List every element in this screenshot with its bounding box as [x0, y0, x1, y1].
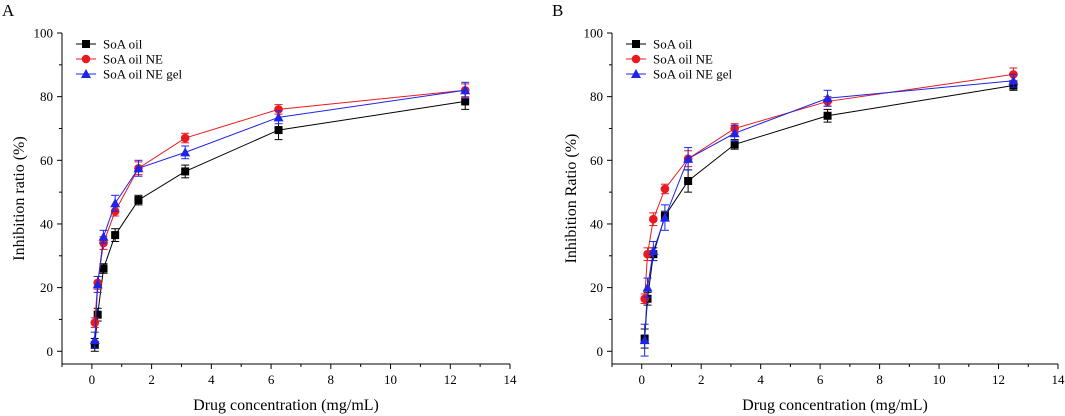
data-point: [642, 282, 653, 292]
series-line: [644, 80, 1014, 341]
legend-marker: [631, 54, 641, 64]
x-tick-label: 10: [384, 372, 397, 387]
data-point: [180, 147, 191, 157]
data-point: [648, 246, 659, 256]
y-tick-label: 100: [584, 26, 604, 41]
series-triangle: [639, 73, 1019, 357]
x-tick-label: 0: [638, 372, 645, 387]
legend-marker: [82, 40, 90, 48]
legend-label: SoA oil: [653, 37, 693, 52]
legend-label: SoA oil NE gel: [653, 67, 732, 82]
data-point: [660, 184, 670, 194]
series-circle: [640, 67, 1018, 305]
x-tick-label: 6: [817, 372, 824, 387]
data-point: [133, 163, 144, 173]
data-point: [111, 231, 120, 240]
y-tick-label: 20: [590, 280, 603, 295]
data-point: [1008, 75, 1019, 85]
series-square: [90, 92, 470, 352]
x-tick-label: 8: [328, 372, 335, 387]
x-tick-label: 4: [208, 372, 215, 387]
legend-marker: [81, 54, 91, 64]
data-point: [461, 97, 470, 106]
data-point: [274, 126, 283, 135]
y-axis-title: Inhibition Ratio (%): [563, 134, 580, 264]
data-point: [639, 335, 650, 345]
legend-marker: [632, 40, 640, 48]
y-tick-label: 100: [34, 26, 54, 41]
x-tick-label: 8: [876, 372, 883, 387]
series-line: [94, 100, 466, 345]
x-tick-label: 0: [89, 372, 96, 387]
y-tick-label: 40: [590, 216, 603, 231]
x-axis-title: Drug concentration (mg/mL): [742, 397, 928, 414]
data-point: [274, 105, 283, 114]
chart-panel-a: A 0 2 4 6 8 10 12 14 0 20 40 60 80 100 Drug concentrati…: [2, 1, 517, 414]
y-tick-label: 40: [40, 216, 53, 231]
data-point: [98, 231, 109, 241]
data-point: [181, 167, 190, 176]
legend-label: SoA oil NE gel: [103, 67, 182, 82]
data-point: [92, 279, 103, 289]
data-point: [273, 112, 284, 122]
data-point: [729, 128, 740, 138]
data-point: [684, 176, 693, 185]
x-tick-label: 12: [992, 372, 1005, 387]
x-tick-label: 2: [148, 372, 155, 387]
data-point: [823, 111, 832, 120]
x-tick-label: 12: [444, 372, 457, 387]
y-axis-title: Inhibition ratio (%): [11, 136, 28, 260]
data-point: [110, 198, 121, 208]
data-point: [90, 318, 100, 327]
series-line: [94, 89, 466, 323]
data-point: [180, 133, 190, 143]
data-point: [93, 310, 102, 319]
legend-label: SoA oil: [103, 37, 143, 52]
legend-marker: [631, 69, 641, 78]
y-tick-label: 60: [40, 153, 53, 168]
legend-marker: [81, 69, 91, 78]
data-point: [649, 214, 658, 224]
y-tick-label: 0: [597, 344, 604, 359]
x-tick-label: 4: [757, 372, 764, 387]
data-point: [822, 93, 833, 103]
series-triangle: [89, 81, 471, 349]
data-point: [89, 335, 100, 345]
data-point: [643, 249, 652, 259]
data-point: [730, 140, 739, 149]
x-tick-label: 14: [504, 372, 518, 387]
series-line: [644, 85, 1014, 339]
data-point: [134, 196, 143, 205]
y-tick-label: 20: [40, 280, 53, 295]
data-point: [683, 153, 694, 163]
legend-label: SoA oil NE: [653, 52, 713, 67]
y-tick-label: 80: [40, 89, 53, 104]
data-point: [659, 212, 670, 222]
x-tick-label: 10: [933, 372, 946, 387]
y-tick-label: 80: [590, 89, 603, 104]
legend-label: SoA oil NE: [103, 52, 163, 67]
panel-label: A: [2, 1, 15, 20]
series-square: [640, 80, 1018, 349]
x-tick-label: 6: [268, 372, 275, 387]
y-tick-label: 60: [590, 153, 603, 168]
x-tick-label: 2: [698, 372, 705, 387]
x-tick-label: 14: [1052, 372, 1065, 387]
data-point: [99, 264, 108, 273]
chart-panel-b: B 0 2 4 6 8 10 12 14 0 20 40 60 80 100 Drug concentrati…: [552, 1, 1065, 414]
data-point: [460, 85, 471, 95]
x-axis-title: Drug concentration (mg/mL): [193, 397, 379, 414]
panel-label: B: [552, 1, 563, 20]
y-tick-label: 0: [47, 344, 54, 359]
series-line: [644, 73, 1014, 299]
